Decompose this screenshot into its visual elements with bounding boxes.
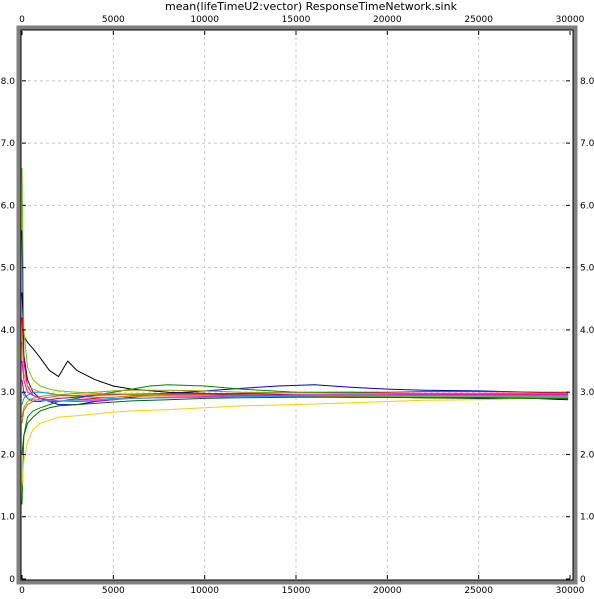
x-tick-label: 10000 bbox=[190, 586, 219, 596]
x-tick-label: 30000 bbox=[556, 586, 585, 596]
series-layer bbox=[21, 167, 569, 505]
x-tick-label: 25000 bbox=[464, 586, 493, 596]
tick-marks bbox=[21, 31, 571, 580]
plot-frame-outer bbox=[16, 25, 578, 585]
x-tick-label: 5000 bbox=[102, 15, 125, 25]
x-tick-label: 5000 bbox=[102, 586, 125, 596]
y-tick-label: 4.0 bbox=[580, 326, 594, 336]
y-tick-label: 2.0 bbox=[1, 450, 16, 460]
x-tick-label: 30000 bbox=[556, 15, 585, 25]
x-tick-label: 15000 bbox=[282, 15, 311, 25]
series-line bbox=[21, 396, 569, 455]
y-tick-label: 1.0 bbox=[580, 513, 594, 523]
y-tick-label: 6.0 bbox=[1, 201, 16, 211]
x-tick-labels-bottom: 0 5000 10000 15000 20000 25000 30000 bbox=[19, 586, 584, 596]
x-tick-label: 0 bbox=[19, 586, 25, 596]
series-line bbox=[21, 389, 569, 418]
y-tick-labels-right: 0 1.0 2.0 3.0 4.0 5.0 6.0 7.0 8.0 bbox=[580, 77, 594, 585]
y-tick-label: 5.0 bbox=[1, 264, 16, 274]
plot-area bbox=[20, 29, 574, 581]
series-line bbox=[21, 391, 569, 402]
y-tick-label: 4.0 bbox=[1, 326, 16, 336]
y-tick-label: 5.0 bbox=[580, 264, 594, 274]
series-line bbox=[21, 397, 569, 486]
y-tick-label: 2.0 bbox=[580, 450, 594, 460]
y-tick-labels-left: 0 1.0 2.0 3.0 4.0 5.0 6.0 7.0 8.0 bbox=[1, 77, 16, 585]
x-tick-label: 20000 bbox=[373, 15, 402, 25]
x-tick-label: 20000 bbox=[373, 586, 402, 596]
x-tick-labels-top: 0 5000 10000 15000 20000 25000 30000 bbox=[19, 15, 584, 25]
y-tick-label: 3.0 bbox=[580, 388, 594, 398]
x-tick-label: 0 bbox=[19, 15, 25, 25]
series-line bbox=[21, 167, 569, 397]
y-tick-label: 1.0 bbox=[1, 513, 16, 523]
series-line bbox=[21, 342, 569, 398]
x-tick-label: 10000 bbox=[190, 15, 219, 25]
y-tick-label: 3.0 bbox=[1, 388, 16, 398]
y-tick-label: 7.0 bbox=[580, 139, 594, 149]
chart-title: mean(lifeTimeU2:vector) ResponseTimeNetw… bbox=[165, 0, 458, 13]
y-tick-label: 8.0 bbox=[580, 77, 594, 87]
y-tick-label: 6.0 bbox=[580, 201, 594, 211]
y-tick-label: 7.0 bbox=[1, 139, 16, 149]
y-tick-label: 0 bbox=[9, 575, 15, 585]
y-tick-label: 8.0 bbox=[1, 77, 16, 87]
x-tick-label: 15000 bbox=[282, 586, 311, 596]
x-tick-label: 25000 bbox=[464, 15, 493, 25]
y-tick-label: 0 bbox=[580, 575, 586, 585]
